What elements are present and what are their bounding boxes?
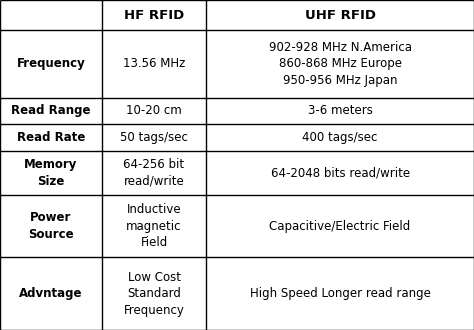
Text: 3-6 meters: 3-6 meters xyxy=(308,104,373,117)
Text: High Speed Longer read range: High Speed Longer read range xyxy=(250,287,430,300)
Text: 50 tags/sec: 50 tags/sec xyxy=(120,131,188,144)
Text: 400 tags/sec: 400 tags/sec xyxy=(302,131,378,144)
Text: 10-20 cm: 10-20 cm xyxy=(126,104,182,117)
Text: Inductive
magnetic
Field: Inductive magnetic Field xyxy=(126,203,182,249)
Text: UHF RFID: UHF RFID xyxy=(305,9,375,21)
Text: Power
Source: Power Source xyxy=(28,212,74,241)
Text: Memory
Size: Memory Size xyxy=(24,158,78,188)
Text: Read Rate: Read Rate xyxy=(17,131,85,144)
Text: Low Cost
Standard
Frequency: Low Cost Standard Frequency xyxy=(124,271,184,316)
Text: 13.56 MHz: 13.56 MHz xyxy=(123,57,185,70)
Text: Read Range: Read Range xyxy=(11,104,91,117)
Text: HF RFID: HF RFID xyxy=(124,9,184,21)
Text: 902-928 MHz N.America
860-868 MHz Europe
950-956 MHz Japan: 902-928 MHz N.America 860-868 MHz Europe… xyxy=(269,41,411,87)
Text: Frequency: Frequency xyxy=(17,57,85,70)
Text: Advntage: Advntage xyxy=(19,287,82,300)
Text: 64-2048 bits read/write: 64-2048 bits read/write xyxy=(271,166,410,180)
Text: Capacitive/Electric Field: Capacitive/Electric Field xyxy=(270,220,410,233)
Text: 64-256 bit
read/write: 64-256 bit read/write xyxy=(124,158,184,188)
